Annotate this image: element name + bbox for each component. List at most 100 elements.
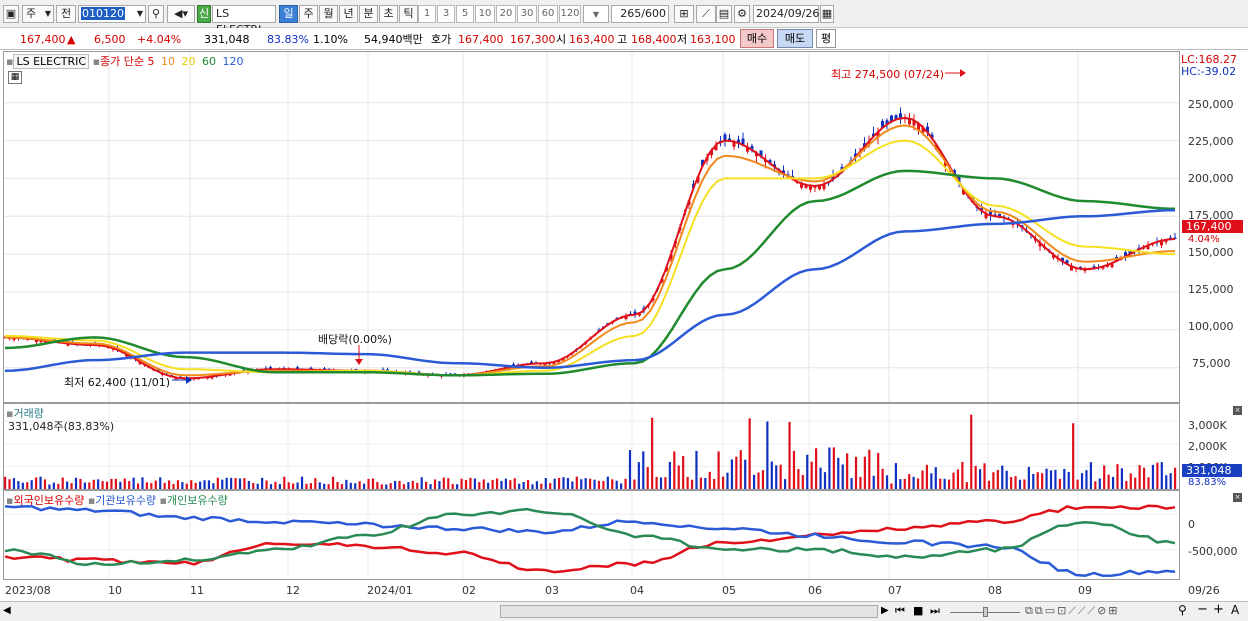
interval-select[interactable]: ▼ [583, 5, 609, 23]
interval-20[interactable]: 20 [496, 5, 516, 23]
candle-body [831, 175, 835, 180]
interval-1[interactable]: 1 [418, 5, 436, 23]
stop-icon[interactable]: ■ [913, 604, 924, 617]
calendar-icon[interactable]: ▦ [820, 5, 834, 23]
volume-bar [872, 475, 875, 489]
interval-120[interactable]: 120 [559, 5, 581, 23]
crosshair-icon[interactable]: ⊞ [674, 5, 694, 23]
individual-holding-line [4, 507, 1176, 567]
interval-3[interactable]: 3 [437, 5, 455, 23]
interval-5[interactable]: 5 [456, 5, 474, 23]
forward-icon[interactable]: ⏭ [930, 604, 940, 617]
volume-bar [163, 482, 166, 489]
close-icon[interactable]: × [1233, 493, 1242, 502]
zoom-icon[interactable]: ⚲ [1178, 603, 1187, 617]
volume-bar [606, 476, 609, 489]
x-tick: 12 [286, 584, 300, 597]
price-panel[interactable] [3, 51, 1180, 403]
candle-body [984, 213, 988, 219]
turnover-rate: 1.10% [313, 33, 348, 46]
volume-bar [1072, 423, 1075, 489]
speaker-icon[interactable]: ◀▾ [167, 5, 195, 23]
interval-60[interactable]: 60 [538, 5, 558, 23]
tab-second[interactable]: 초 [379, 5, 398, 23]
search-icon[interactable]: ⚲ [148, 5, 164, 23]
volume-bar [912, 476, 915, 489]
table-icon[interactable]: ▦ [8, 71, 22, 84]
volume-bar [473, 478, 476, 489]
foreign-holding-line [4, 504, 1176, 574]
volume-bar [1169, 473, 1172, 489]
volume-bar [79, 478, 82, 489]
volume-bar [487, 482, 490, 489]
volume-bar [699, 477, 702, 489]
volume-bar [256, 483, 259, 489]
high-annotation: 최고 274,500 (07/24) [831, 68, 945, 81]
gear-icon[interactable]: ⚙ [734, 5, 750, 23]
volume-bar [690, 479, 694, 489]
volume-bar [438, 481, 441, 489]
volume-bar [1147, 477, 1150, 489]
scroll-bar[interactable]: ◀ ▶ ⏮ ■ ⏭ ⧉⧉▭⊡⟋⟋⟋⊘⊞ ⚲ − + A [0, 601, 1248, 621]
chart-tools-icons[interactable]: ⧉⧉▭⊡⟋⟋⟋⊘⊞ [1025, 604, 1120, 617]
date-field[interactable]: 2024/09/26 [753, 5, 819, 23]
current-price-tag: 167,400 [1182, 220, 1243, 233]
volume-bar [402, 484, 406, 489]
draw-tool-icon[interactable]: ⟋ [696, 5, 716, 23]
zoom-handle[interactable] [983, 607, 988, 617]
volume-bar [495, 478, 499, 489]
count-value: 265 [620, 7, 642, 20]
tab-week[interactable]: 주 [299, 5, 318, 23]
rewind-icon[interactable]: ⏮ [895, 604, 905, 617]
window-menu-icon[interactable]: ▣ [3, 5, 19, 23]
sell-button[interactable]: 매도 [777, 29, 813, 48]
volume-bar [677, 465, 680, 489]
volume-bar [340, 484, 344, 489]
volume-bar [1014, 476, 1017, 489]
buy-button[interactable]: 매수 [740, 29, 774, 48]
interval-30[interactable]: 30 [517, 5, 537, 23]
volume-bar [159, 477, 162, 489]
zoom-in-icon[interactable]: + [1213, 602, 1224, 617]
close-icon[interactable]: × [1233, 406, 1242, 415]
font-size-icon[interactable]: A [1231, 603, 1240, 617]
scroll-left-icon[interactable]: ◀ [3, 605, 11, 616]
volume-bar [385, 484, 388, 489]
tab-minute[interactable]: 분 [359, 5, 378, 23]
save-icon[interactable]: ▤ [716, 5, 732, 23]
scroll-thumb[interactable] [500, 605, 878, 618]
volume-bar [1094, 481, 1097, 489]
prev-button[interactable]: 전 [56, 5, 76, 23]
dividend-annotation: 배당락(0.00%) [318, 333, 392, 346]
scroll-right-icon[interactable]: ▶ [881, 605, 889, 616]
volume-bar [646, 467, 649, 489]
tab-month[interactable]: 월 [319, 5, 338, 23]
candle-body [881, 120, 884, 128]
volume-bar [407, 482, 410, 489]
volume-bar [1098, 478, 1101, 489]
tab-tick[interactable]: 틱 [399, 5, 418, 23]
high-label: 고 [617, 33, 628, 46]
candle-body [750, 145, 754, 150]
candle-body [701, 159, 704, 167]
volume-bar [238, 478, 242, 489]
tab-day[interactable]: 일 [279, 5, 298, 23]
eval-button[interactable]: 평 [816, 29, 836, 48]
volume-bar [420, 477, 423, 489]
tab-year[interactable]: 년 [339, 5, 358, 23]
stock-code-input[interactable]: 010120 ▼ [78, 5, 146, 23]
count-field[interactable]: 265/600 [611, 5, 669, 23]
ma20-label: 20 [181, 55, 196, 68]
volume-bar [447, 478, 450, 489]
volume-bar [43, 479, 47, 489]
interval-10[interactable]: 10 [475, 5, 495, 23]
volume-bar [908, 474, 911, 489]
period-select[interactable]: 주 ▼ [22, 5, 54, 23]
volume-bar [300, 476, 304, 489]
volume-bar [1103, 465, 1106, 489]
zoom-out-icon[interactable]: − [1197, 602, 1208, 617]
candle-body [552, 361, 556, 364]
volume-bar [1138, 465, 1141, 489]
volume-bar [965, 482, 968, 489]
candle-body [543, 363, 547, 366]
